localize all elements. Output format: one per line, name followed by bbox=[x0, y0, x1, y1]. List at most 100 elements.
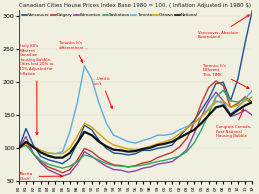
Edmonton bbox=[97, 160, 100, 163]
Saskatoon bbox=[229, 100, 232, 102]
Calgary bbox=[141, 162, 145, 164]
Saskatoon bbox=[200, 129, 203, 131]
Toronto bbox=[39, 149, 42, 152]
Line: Edmonton: Edmonton bbox=[19, 92, 253, 176]
National bbox=[236, 109, 239, 111]
Ottawa bbox=[24, 143, 27, 145]
National bbox=[112, 149, 115, 151]
Vancouver bbox=[105, 147, 108, 150]
Saskatoon bbox=[185, 151, 188, 153]
Ottawa bbox=[112, 144, 115, 146]
Edmonton bbox=[170, 160, 174, 163]
Vancouver bbox=[119, 152, 123, 155]
Text: Vancouver, Absolute
BizarroLand: Vancouver, Absolute BizarroLand bbox=[198, 15, 249, 39]
Vancouver bbox=[185, 127, 188, 130]
Calgary bbox=[222, 84, 225, 87]
Edmonton bbox=[251, 114, 254, 116]
Calgary bbox=[200, 102, 203, 105]
Toronto bbox=[185, 125, 188, 128]
Toronto bbox=[192, 122, 196, 124]
Ottawa bbox=[170, 138, 174, 140]
Calgary bbox=[207, 86, 210, 89]
Edmonton bbox=[229, 115, 232, 118]
National bbox=[229, 114, 232, 116]
Saskatoon bbox=[46, 163, 49, 165]
Edmonton bbox=[236, 113, 239, 115]
Vancouver bbox=[236, 78, 239, 80]
Ottawa bbox=[54, 152, 57, 155]
Ottawa bbox=[229, 106, 232, 109]
Saskatoon bbox=[251, 102, 254, 105]
Ottawa bbox=[207, 109, 210, 111]
Ottawa bbox=[68, 147, 71, 150]
National bbox=[54, 157, 57, 159]
Ottawa bbox=[200, 115, 203, 118]
Saskatoon bbox=[134, 165, 137, 167]
Toronto bbox=[214, 100, 218, 102]
Vancouver bbox=[112, 152, 115, 154]
Text: Canadian Cities House Prices Index Base 1980 = 100, ( Inflation Adjusted in 1980: Canadian Cities House Prices Index Base … bbox=[19, 3, 251, 8]
Edmonton bbox=[54, 172, 57, 174]
Calgary bbox=[127, 166, 130, 168]
National bbox=[24, 141, 27, 143]
Saskatoon bbox=[236, 101, 239, 103]
National bbox=[17, 147, 20, 150]
Vancouver bbox=[141, 149, 145, 152]
Edmonton bbox=[141, 167, 145, 169]
Vancouver bbox=[251, 8, 254, 11]
Ottawa bbox=[222, 100, 225, 102]
Toronto bbox=[105, 122, 108, 124]
National bbox=[214, 106, 218, 109]
National bbox=[178, 137, 181, 139]
Toronto bbox=[112, 134, 115, 136]
Ottawa bbox=[251, 96, 254, 98]
Saskatoon bbox=[119, 165, 123, 167]
Toronto bbox=[76, 102, 79, 105]
National bbox=[149, 146, 152, 149]
Vancouver bbox=[192, 120, 196, 122]
Calgary bbox=[32, 152, 35, 155]
Vancouver bbox=[229, 100, 232, 102]
Edmonton bbox=[178, 155, 181, 158]
Text: Toronto: It's
differenthere....: Toronto: It's differenthere.... bbox=[59, 41, 89, 62]
Saskatoon bbox=[244, 98, 247, 100]
Vancouver bbox=[32, 144, 35, 146]
Ottawa bbox=[17, 147, 20, 150]
National bbox=[127, 151, 130, 153]
Ottawa bbox=[32, 146, 35, 148]
Calgary bbox=[17, 147, 20, 150]
Ottawa bbox=[156, 143, 159, 145]
Toronto bbox=[200, 115, 203, 118]
Edmonton bbox=[207, 101, 210, 103]
Toronto bbox=[32, 145, 35, 148]
National bbox=[170, 141, 174, 143]
Edmonton bbox=[76, 163, 79, 165]
Vancouver bbox=[54, 160, 57, 163]
Edmonton bbox=[17, 147, 20, 150]
Toronto bbox=[244, 98, 247, 100]
Calgary bbox=[68, 168, 71, 171]
Saskatoon bbox=[156, 160, 159, 163]
Vancouver bbox=[170, 144, 174, 146]
National bbox=[244, 104, 247, 107]
National bbox=[68, 152, 71, 154]
Calgary bbox=[90, 151, 93, 153]
Edmonton bbox=[134, 170, 137, 172]
Saskatoon bbox=[163, 159, 166, 161]
Saskatoon bbox=[76, 160, 79, 163]
Saskatoon bbox=[149, 162, 152, 165]
National bbox=[134, 150, 137, 152]
Saskatoon bbox=[97, 159, 100, 161]
National bbox=[83, 131, 86, 133]
Calgary bbox=[112, 164, 115, 166]
Calgary bbox=[178, 146, 181, 148]
Toronto bbox=[156, 134, 159, 136]
Ottawa bbox=[185, 127, 188, 130]
Toronto bbox=[236, 106, 239, 109]
Ottawa bbox=[119, 146, 123, 148]
Calgary bbox=[97, 157, 100, 159]
Line: Ottawa: Ottawa bbox=[19, 97, 253, 154]
Line: Saskatoon: Saskatoon bbox=[19, 90, 253, 168]
National bbox=[192, 129, 196, 131]
Ottawa bbox=[134, 149, 137, 151]
